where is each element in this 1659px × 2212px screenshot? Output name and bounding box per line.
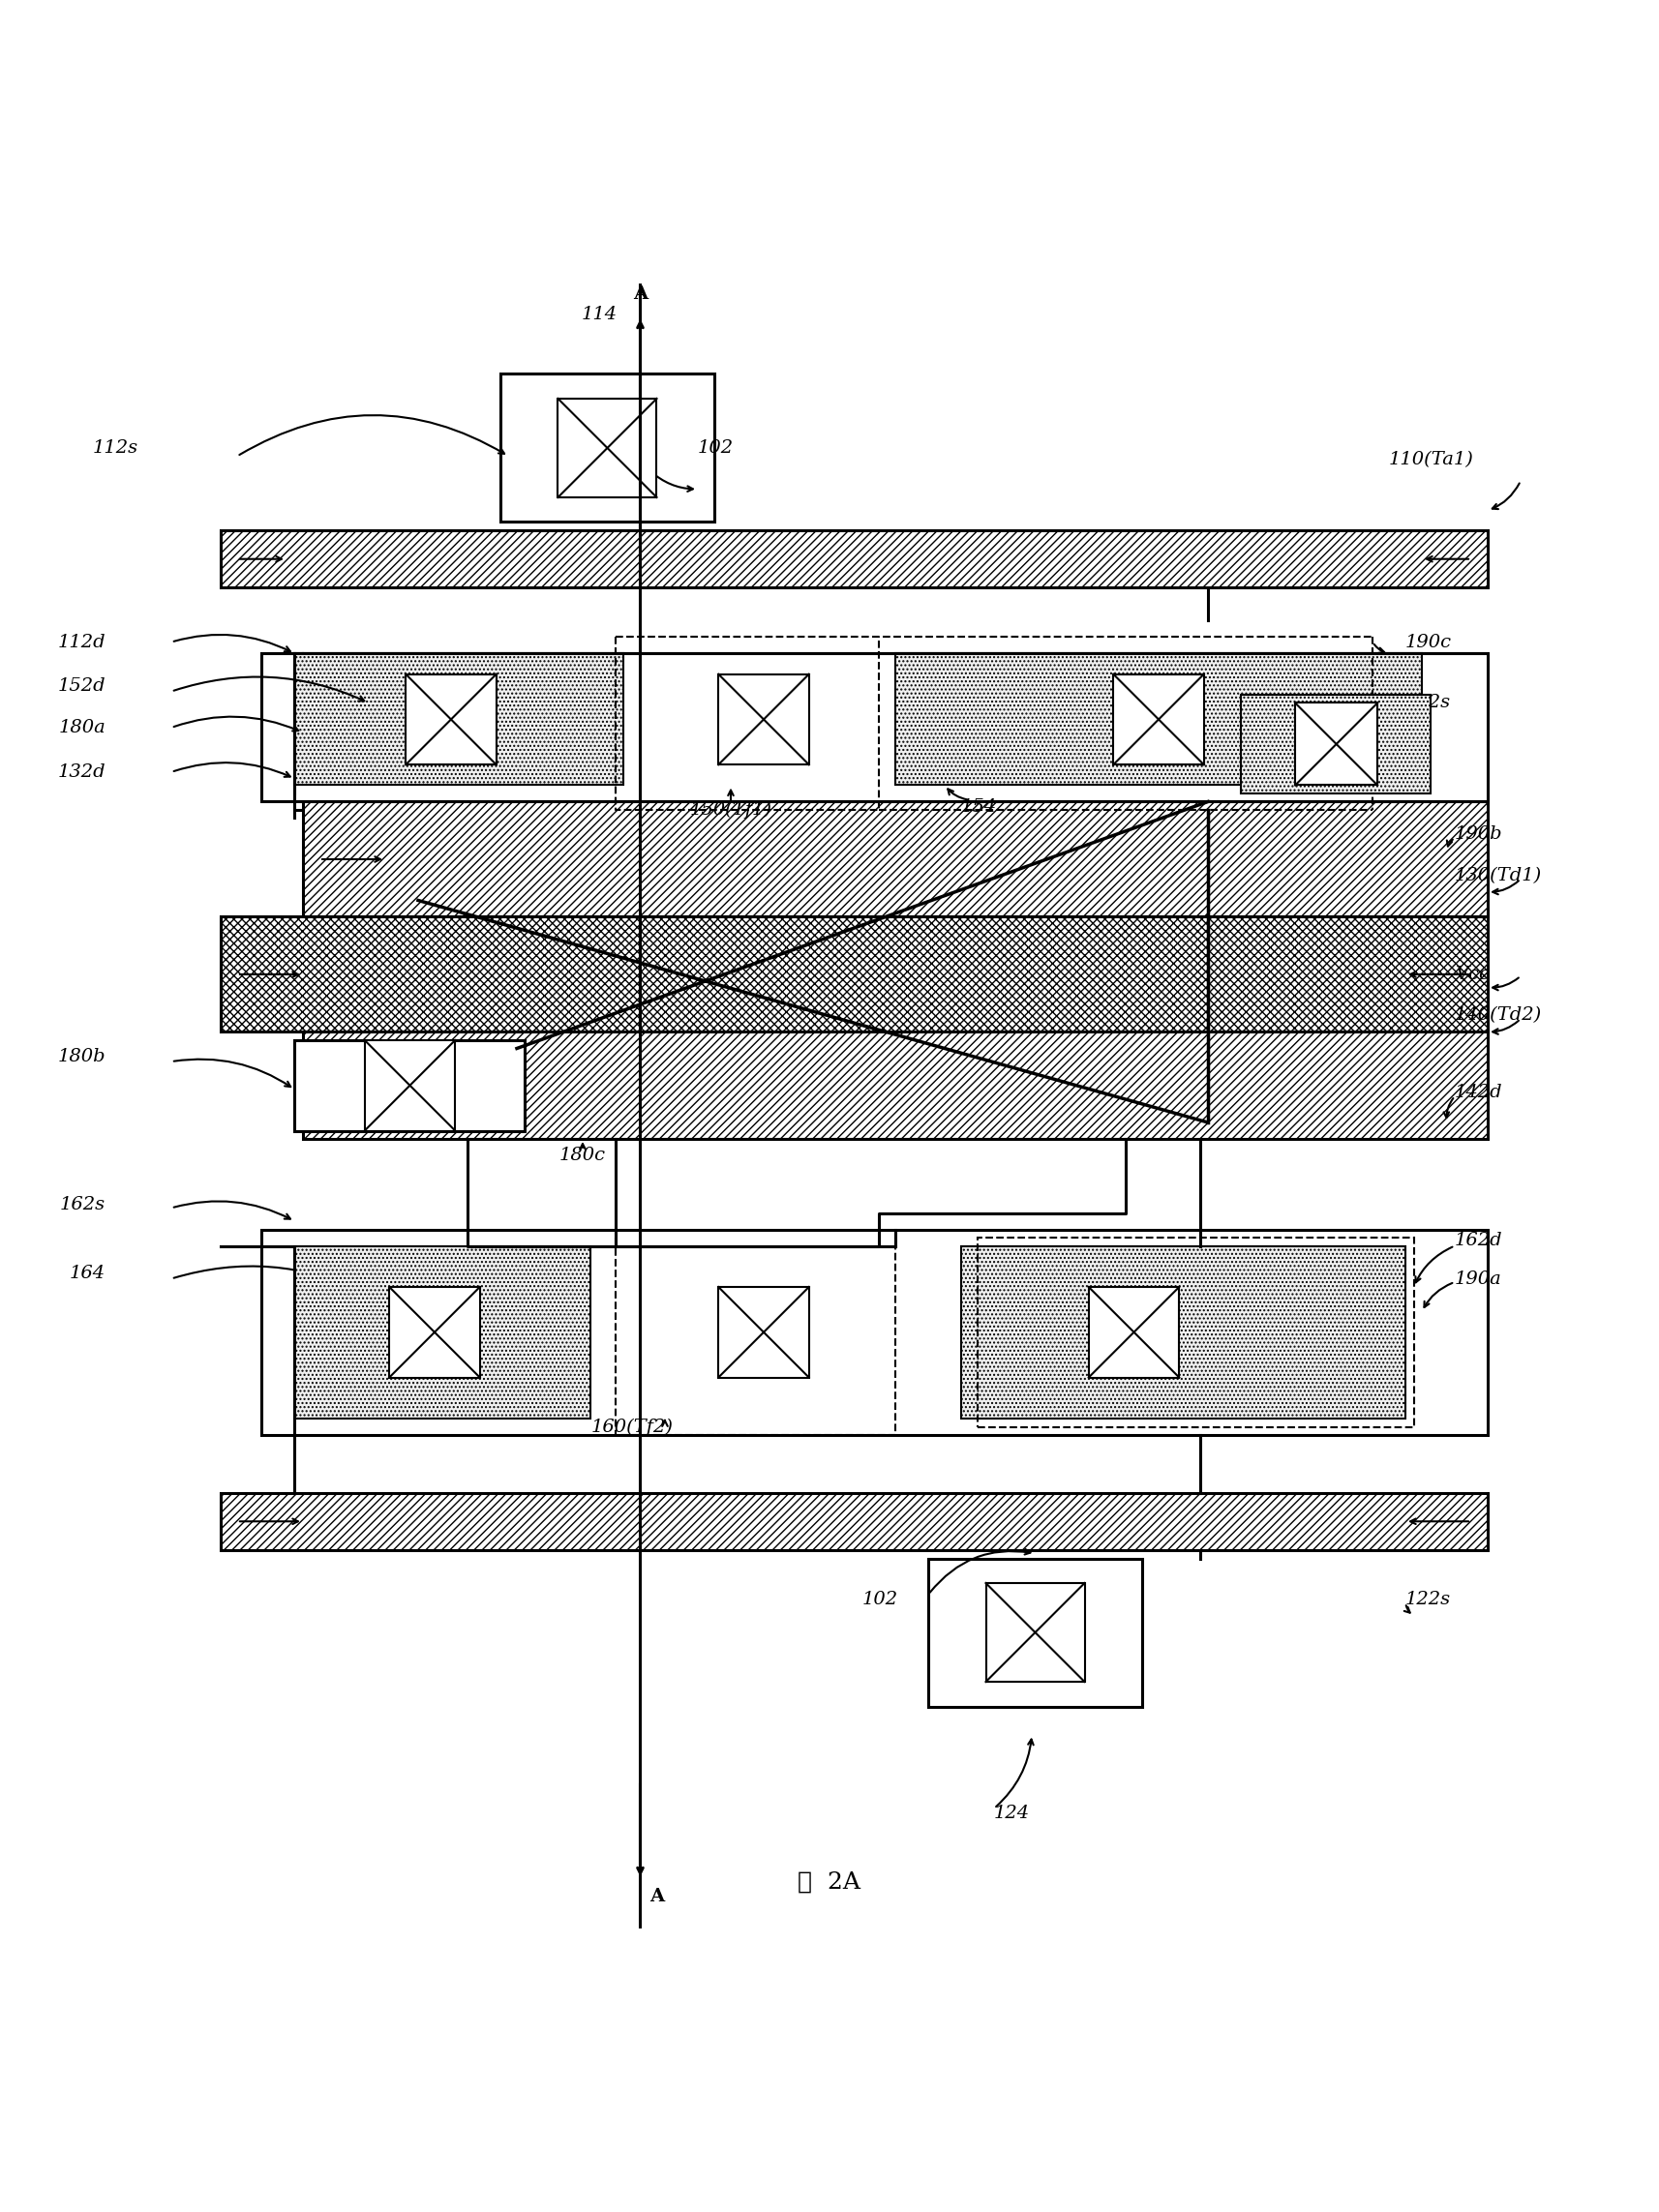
Text: 122s: 122s: [1405, 1590, 1452, 1608]
Text: 110(Ta1): 110(Ta1): [1389, 451, 1475, 469]
FancyBboxPatch shape: [221, 916, 1488, 1033]
Text: 162s: 162s: [60, 1197, 106, 1214]
FancyBboxPatch shape: [985, 1584, 1085, 1681]
Text: 112d: 112d: [58, 633, 106, 650]
Text: 132d: 132d: [58, 763, 106, 781]
Text: 124: 124: [994, 1805, 1030, 1823]
FancyBboxPatch shape: [221, 531, 1488, 588]
FancyBboxPatch shape: [390, 1287, 479, 1378]
FancyBboxPatch shape: [262, 1230, 1488, 1436]
FancyBboxPatch shape: [929, 1559, 1141, 1705]
FancyBboxPatch shape: [1296, 703, 1377, 785]
Text: 102: 102: [863, 1590, 898, 1608]
Text: 102: 102: [698, 440, 733, 456]
Text: 190a: 190a: [1455, 1270, 1501, 1287]
FancyBboxPatch shape: [295, 653, 624, 785]
Text: 180a: 180a: [58, 719, 106, 737]
Text: Vcc: Vcc: [1455, 967, 1490, 982]
FancyBboxPatch shape: [1088, 1287, 1180, 1378]
FancyBboxPatch shape: [896, 653, 1422, 785]
Text: 142d: 142d: [1455, 1084, 1503, 1102]
Text: 152s: 152s: [1405, 695, 1452, 712]
Text: 114: 114: [581, 305, 617, 323]
Text: 150(Tf1): 150(Tf1): [690, 801, 771, 818]
FancyBboxPatch shape: [295, 1040, 524, 1130]
Text: 112s: 112s: [93, 440, 138, 456]
Text: 130(Td1): 130(Td1): [1455, 867, 1543, 885]
Text: 160(Tf2): 160(Tf2): [591, 1418, 674, 1436]
FancyBboxPatch shape: [304, 801, 1488, 916]
FancyBboxPatch shape: [295, 1245, 591, 1418]
FancyBboxPatch shape: [365, 1040, 455, 1130]
Text: 190c: 190c: [1405, 633, 1452, 650]
Text: A: A: [649, 1887, 664, 1905]
Text: 180c: 180c: [559, 1146, 606, 1164]
FancyBboxPatch shape: [221, 1493, 1488, 1551]
FancyBboxPatch shape: [718, 675, 810, 765]
Text: 图  2A: 图 2A: [798, 1871, 861, 1893]
Text: A: A: [634, 285, 647, 303]
Text: 180b: 180b: [58, 1048, 106, 1066]
FancyBboxPatch shape: [501, 374, 715, 522]
FancyBboxPatch shape: [718, 1287, 810, 1378]
Text: 140(Td2): 140(Td2): [1455, 1006, 1543, 1024]
Text: 164: 164: [70, 1265, 106, 1283]
Text: 162d: 162d: [1455, 1232, 1503, 1250]
FancyBboxPatch shape: [406, 675, 496, 765]
FancyBboxPatch shape: [1241, 695, 1430, 794]
FancyBboxPatch shape: [304, 1033, 1488, 1139]
FancyBboxPatch shape: [557, 398, 657, 498]
Text: 154: 154: [961, 799, 997, 816]
FancyBboxPatch shape: [1113, 675, 1204, 765]
Text: 152d: 152d: [58, 677, 106, 695]
FancyBboxPatch shape: [961, 1245, 1405, 1418]
Text: 190b: 190b: [1455, 825, 1503, 843]
